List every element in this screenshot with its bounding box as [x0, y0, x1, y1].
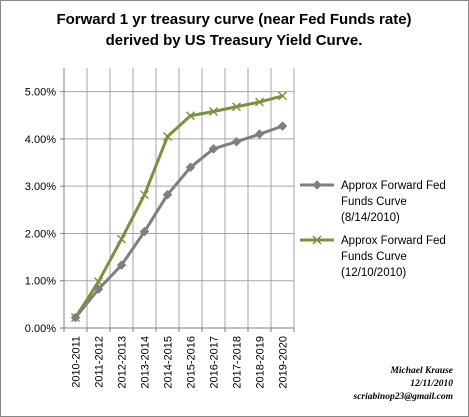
legend-label: Funds Curve	[341, 196, 407, 208]
series-1-point	[162, 189, 173, 200]
y-tick-label: 5.00%	[25, 87, 56, 99]
y-tick-label: 0.00%	[25, 323, 56, 335]
legend-label: Approx Forward Fed	[341, 180, 446, 192]
x-tick-label: 2012-2013	[117, 336, 129, 389]
x-tick-label: 2011-2012	[94, 336, 106, 388]
x-tick-label: 2019-2020	[278, 336, 290, 389]
x-tick-label: 2018-2019	[255, 336, 267, 389]
series-1-point	[139, 226, 150, 237]
legend-label: Funds Curve	[341, 251, 407, 263]
x-tick-label: 2014-2015	[163, 336, 175, 389]
chart-title-line-2: derived by US Treasury Yield Curve.	[106, 32, 363, 49]
series-2-point-stroke-b	[117, 234, 126, 244]
series-1-point	[116, 260, 127, 270]
series-1-point	[231, 136, 242, 147]
chart-title-line-1: Forward 1 yr treasury curve (near Fed Fu…	[56, 11, 411, 28]
legend-swatch-marker-stroke-b	[312, 235, 322, 245]
series-2-point-stroke-b	[255, 97, 264, 107]
x-tick-label: 2017-2018	[232, 336, 244, 389]
series-2-point-stroke-b	[94, 277, 103, 287]
credit-author: Michael Krause	[389, 366, 453, 376]
series-1-point	[254, 129, 265, 140]
series-2-point	[209, 106, 218, 116]
series-1-point	[185, 162, 196, 173]
series-2-point-stroke-b	[163, 132, 172, 142]
series-2-point	[140, 190, 149, 200]
series-layer	[70, 91, 288, 323]
credit-email: scriabinop23@gmail.com	[353, 392, 453, 402]
chart-legend: Approx Forward Fed Funds Curve (8/14/2010)…	[300, 180, 446, 279]
series-line-1	[74, 124, 283, 319]
series-2-point	[186, 111, 195, 121]
y-tick-label: 2.00%	[25, 228, 56, 240]
credit-date: 12/11/2010	[410, 379, 453, 389]
x-tick-label: 2010-2011	[71, 336, 83, 388]
legend-entry-2: Approx Forward Fed Funds Curve (12/10/2010…	[300, 235, 446, 279]
series-2-point	[255, 97, 264, 107]
axis-layer: 0.00% 1.00% 2.00% 3.00% 4.00% 5.00% 2010-2011 2…	[25, 68, 295, 389]
legend-label: (8/14/2010)	[341, 212, 400, 224]
x-tick-label: 2015-2016	[186, 336, 198, 389]
series-2-point-stroke-b	[140, 190, 149, 200]
x-tick-label: 2013-2014	[140, 336, 152, 389]
series-1-point	[277, 121, 288, 131]
series-1-point	[93, 284, 104, 295]
series-2-point-stroke-b	[209, 106, 218, 116]
legend-label: (12/10/2010)	[341, 267, 406, 279]
legend-label: Approx Forward Fed	[341, 235, 446, 247]
series-2-point	[94, 277, 103, 287]
series-2-point-stroke-b	[186, 111, 195, 121]
legend-swatch-marker	[312, 235, 322, 245]
chart-title: Forward 1 yr treasury curve (near Fed Fu…	[56, 11, 411, 49]
series-line-2	[74, 94, 283, 319]
legend-entry-1: Approx Forward Fed Funds Curve (8/14/2010)	[300, 180, 446, 224]
legend-swatch-marker	[312, 180, 322, 190]
series-2-point-stroke-b	[278, 91, 287, 101]
y-tick-label: 4.00%	[25, 134, 56, 146]
series-2-point	[117, 234, 126, 244]
series-1-point	[208, 143, 219, 154]
series-1-point	[70, 312, 81, 323]
series-2-point-stroke-b	[232, 102, 241, 112]
credit-block: Michael Krause 12/11/2010 scriabinop23@g…	[353, 366, 454, 402]
series-2-point	[232, 102, 241, 112]
series-2-point	[163, 132, 172, 142]
x-tick-label: 2016-2017	[209, 336, 221, 389]
y-tick-label: 3.00%	[25, 181, 56, 193]
series-2-point	[278, 91, 287, 101]
y-tick-label: 1.00%	[25, 276, 56, 288]
